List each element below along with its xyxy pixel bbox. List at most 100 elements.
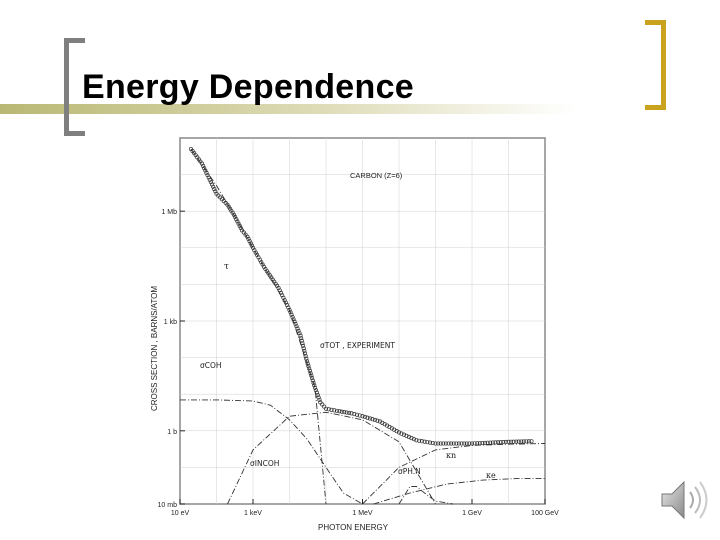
- tot-data-point: [307, 366, 312, 371]
- tot-data-point: [288, 310, 293, 315]
- tot-data-point: [375, 418, 380, 423]
- tot-data-point: [307, 368, 312, 373]
- tot-data-point: [514, 439, 519, 444]
- tot-data-point: [509, 439, 514, 444]
- y-tick-label: 1 b: [167, 429, 177, 436]
- tot-data-point: [247, 239, 252, 244]
- tot-data-point: [204, 170, 209, 175]
- tot-data-point: [370, 417, 375, 422]
- tot-data-point: [506, 439, 511, 444]
- tot-data-point: [305, 361, 310, 366]
- tot-data-point: [236, 221, 241, 226]
- tot-data-point: [438, 441, 443, 446]
- tot-data-point: [299, 338, 304, 343]
- tot-data-point: [249, 243, 254, 248]
- tot-data-point: [501, 440, 506, 445]
- tot-data-point: [203, 168, 208, 173]
- tot-data-point: [411, 437, 416, 442]
- tot-data-point: [454, 441, 459, 446]
- tot-data-point: [290, 314, 295, 320]
- tot-data-point: [334, 408, 340, 413]
- tot-data-point: [436, 441, 441, 446]
- series-layer: [180, 148, 546, 505]
- tot-data-point: [199, 161, 205, 166]
- tot-data-point: [235, 219, 240, 224]
- tot-data-point: [292, 319, 297, 324]
- tot-data-point: [449, 441, 454, 446]
- series-line: [398, 486, 453, 505]
- tot-data-point: [206, 175, 211, 180]
- tot-data-point: [511, 439, 516, 444]
- x-tick-label: 10 eV: [171, 510, 190, 517]
- tot-data-point: [354, 412, 360, 417]
- tot-data-point: [205, 173, 210, 178]
- tot-data-point: [238, 226, 243, 231]
- cross-section-chart: 10 eV 1 keV 1 MeV 1 GeV 100 GeV 10 mb 1 b 1 kb…: [150, 137, 559, 532]
- tot-data-point: [349, 411, 354, 416]
- tot-data-point: [430, 440, 435, 446]
- tot-data-point: [248, 241, 253, 246]
- label-sigma-coh: σCOH: [200, 361, 222, 370]
- tot-data-point: [323, 406, 329, 411]
- tot-data-point: [302, 351, 308, 356]
- tot-data-point: [441, 441, 446, 446]
- tot-data-point: [406, 434, 412, 439]
- label-kappa-e: κe: [486, 471, 496, 480]
- tot-data-point: [475, 441, 480, 446]
- title-underline-bar: [0, 104, 720, 114]
- tot-data-point: [310, 376, 315, 381]
- tot-data-point: [521, 439, 526, 444]
- tot-data-point: [207, 177, 212, 182]
- tot-data-point: [300, 341, 305, 346]
- tot-data-point: [425, 440, 430, 445]
- tot-data-point: [367, 416, 373, 421]
- tot-data-point: [480, 440, 485, 446]
- tot-data-point: [360, 414, 365, 419]
- y-ticks: 10 mb 1 b 1 kb 1 Mb: [158, 209, 185, 509]
- tot-data-point: [306, 363, 311, 369]
- tot-data-point: [315, 392, 320, 398]
- tot-data-point: [234, 217, 239, 222]
- tot-data-point: [433, 441, 438, 446]
- tot-data-point: [446, 441, 451, 446]
- tot-data-point: [372, 417, 377, 423]
- speaker-icon[interactable]: [652, 474, 712, 526]
- tot-data-point: [503, 439, 508, 444]
- tot-data-point: [211, 184, 216, 189]
- tot-data-point: [299, 336, 304, 341]
- left-bracket-decoration: [64, 38, 85, 136]
- tot-data-point: [399, 431, 404, 436]
- tot-data-point: [529, 439, 534, 444]
- tot-data-point: [289, 312, 294, 317]
- tot-data-point: [362, 414, 368, 420]
- tot-data-point: [524, 439, 529, 444]
- tot-data-point: [294, 324, 299, 329]
- tot-data-point: [202, 166, 207, 171]
- label-sigma-tot: σTOT , EXPERIMENT: [320, 341, 395, 350]
- series-line: [362, 443, 546, 505]
- tot-data-point: [316, 395, 321, 400]
- x-tick-label: 1 keV: [244, 510, 262, 517]
- tot-data-point: [352, 412, 357, 417]
- series-line: [180, 399, 363, 505]
- tot-data-point: [320, 402, 325, 407]
- tot-data-point: [297, 331, 302, 336]
- tot-data-point: [295, 326, 300, 331]
- slide-title: Energy Dependence: [82, 68, 414, 106]
- tot-data-point: [519, 439, 524, 444]
- tot-data-point: [498, 440, 503, 445]
- y-axis-label: CROSS SECTION , BARNS/ATOM: [150, 286, 159, 411]
- tot-data-point: [396, 430, 402, 435]
- tot-data-point: [233, 214, 238, 220]
- tot-data-point: [490, 440, 495, 445]
- tot-data-point: [245, 234, 250, 239]
- tot-data-point: [419, 439, 424, 444]
- tot-data-point: [464, 441, 469, 446]
- tot-data-point: [287, 307, 292, 313]
- tot-data-point: [293, 321, 298, 326]
- tot-data-point: [212, 187, 217, 192]
- tot-data-point: [472, 441, 477, 446]
- tot-data-point: [456, 441, 462, 446]
- tot-data-point: [485, 440, 490, 445]
- tot-data-point: [427, 440, 433, 445]
